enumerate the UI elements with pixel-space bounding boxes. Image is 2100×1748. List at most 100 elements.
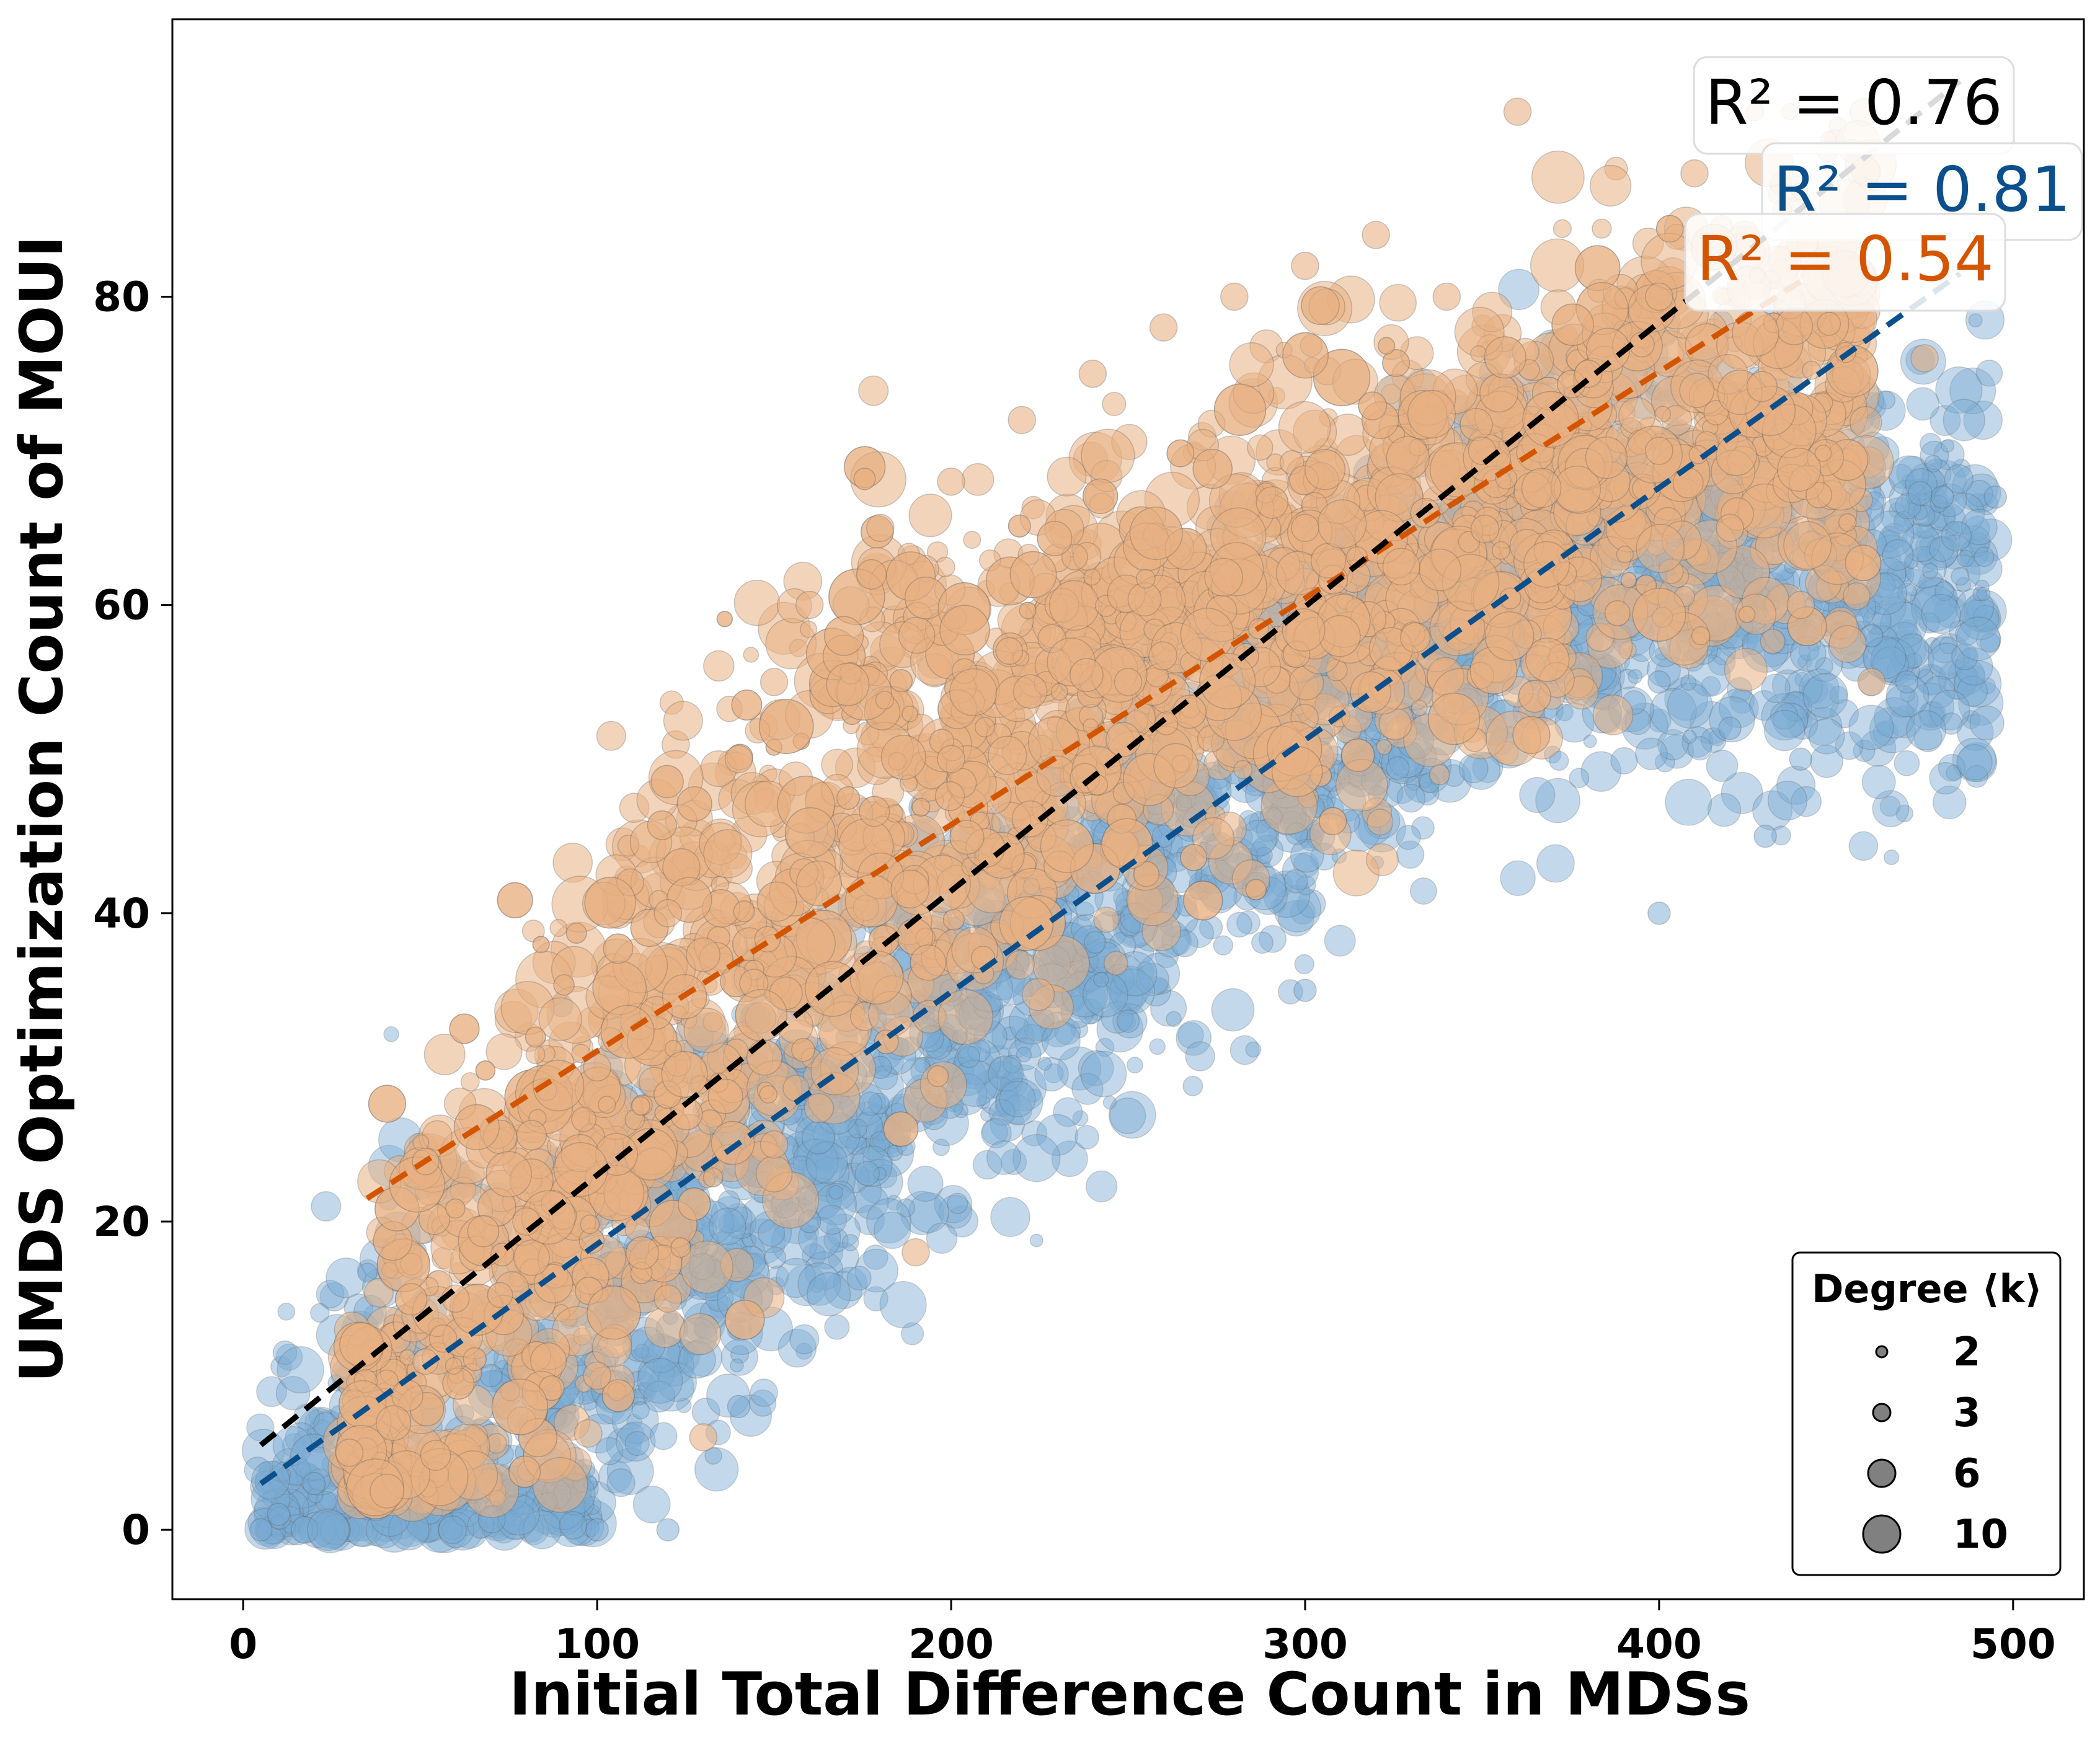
point-blue xyxy=(340,1522,356,1538)
point-blue xyxy=(302,1471,326,1496)
point-orange xyxy=(743,647,760,663)
point-blue xyxy=(778,1329,817,1368)
point-blue xyxy=(1133,942,1154,964)
point-orange xyxy=(1104,951,1128,976)
point-blue xyxy=(1919,433,1943,456)
point-orange xyxy=(1012,674,1048,709)
point-blue xyxy=(631,1401,650,1420)
point-blue xyxy=(1682,729,1697,744)
point-blue xyxy=(1884,850,1900,866)
point-blue xyxy=(1881,523,1908,549)
point-blue xyxy=(1848,704,1894,750)
point-blue xyxy=(1885,629,1927,670)
point-blue xyxy=(738,1222,754,1238)
point-blue xyxy=(1930,636,1957,663)
point-blue xyxy=(1910,530,1937,557)
point-blue xyxy=(985,1044,1012,1073)
point-blue xyxy=(1930,485,1954,509)
point-blue xyxy=(1185,1041,1215,1071)
point-orange xyxy=(1616,546,1634,564)
point-blue xyxy=(1906,710,1946,751)
point-blue xyxy=(1767,781,1808,821)
point-blue xyxy=(1965,665,1985,685)
point-orange xyxy=(596,721,626,751)
point-blue xyxy=(1907,481,1933,506)
scatter-points-layer xyxy=(241,97,2013,1553)
point-blue xyxy=(1283,869,1308,894)
point-blue xyxy=(1647,670,1671,694)
point-orange xyxy=(836,786,860,810)
point-blue xyxy=(1962,647,1977,662)
point-blue xyxy=(1535,778,1580,823)
point-orange xyxy=(1341,738,1375,773)
point-blue xyxy=(1957,549,1975,567)
point-blue xyxy=(1396,825,1421,850)
point-blue xyxy=(932,1138,950,1156)
point-blue xyxy=(1929,761,1962,795)
point-orange xyxy=(963,531,981,549)
point-blue xyxy=(750,1378,778,1407)
point-blue xyxy=(1808,717,1845,755)
point-blue xyxy=(999,1080,1036,1117)
point-orange xyxy=(1411,699,1428,716)
point-orange xyxy=(525,1044,546,1065)
point-blue xyxy=(1095,1037,1115,1057)
point-blue xyxy=(559,1511,588,1540)
point-blue xyxy=(1931,592,1946,606)
point-orange xyxy=(988,735,1027,775)
point-blue xyxy=(1226,912,1252,938)
point-blue xyxy=(1917,546,1936,566)
point-orange xyxy=(1531,150,1585,204)
point-orange xyxy=(1245,879,1267,900)
point-blue xyxy=(1861,765,1896,799)
point-blue xyxy=(249,1518,273,1542)
point-blue xyxy=(676,1397,692,1414)
point-orange xyxy=(1358,391,1387,420)
point-blue xyxy=(990,1106,1025,1142)
point-blue xyxy=(1789,747,1813,771)
point-orange xyxy=(755,1155,793,1192)
point-blue xyxy=(1974,546,1995,567)
point-orange xyxy=(460,1072,480,1092)
point-blue xyxy=(438,1515,467,1545)
point-orange xyxy=(679,1313,722,1355)
point-blue xyxy=(267,1502,291,1527)
point-blue xyxy=(1906,387,1940,421)
point-blue xyxy=(1918,570,1944,597)
point-blue xyxy=(861,1135,887,1161)
point-blue xyxy=(288,1487,318,1517)
point-blue xyxy=(1943,671,1973,701)
point-orange xyxy=(532,1457,588,1513)
point-blue xyxy=(900,1322,924,1346)
point-blue xyxy=(624,1431,650,1456)
point-blue xyxy=(1963,400,2003,440)
point-orange xyxy=(974,717,995,738)
point-blue xyxy=(795,1342,813,1360)
point-blue xyxy=(886,1195,902,1211)
point-blue xyxy=(926,1222,958,1254)
point-orange xyxy=(1379,284,1417,322)
point-blue xyxy=(1580,751,1621,792)
point-blue xyxy=(1149,1038,1166,1055)
point-blue xyxy=(907,1166,944,1202)
point-blue xyxy=(809,1235,844,1270)
point-orange xyxy=(1233,760,1253,779)
point-blue xyxy=(490,1515,518,1544)
point-blue xyxy=(947,1192,968,1214)
point-blue xyxy=(817,1204,847,1235)
point-blue xyxy=(824,1314,850,1340)
point-blue xyxy=(980,1107,996,1122)
point-orange xyxy=(1636,524,1685,573)
point-blue xyxy=(309,1409,325,1426)
point-blue xyxy=(1085,1170,1118,1202)
point-blue xyxy=(1182,1075,1203,1096)
point-blue xyxy=(1941,439,1955,453)
point-blue xyxy=(1968,313,1983,328)
point-blue xyxy=(634,1382,652,1400)
point-orange xyxy=(1102,392,1127,417)
point-blue xyxy=(1941,520,1972,552)
point-blue xyxy=(1294,954,1314,975)
point-orange xyxy=(910,944,947,981)
point-blue xyxy=(1051,1140,1088,1178)
